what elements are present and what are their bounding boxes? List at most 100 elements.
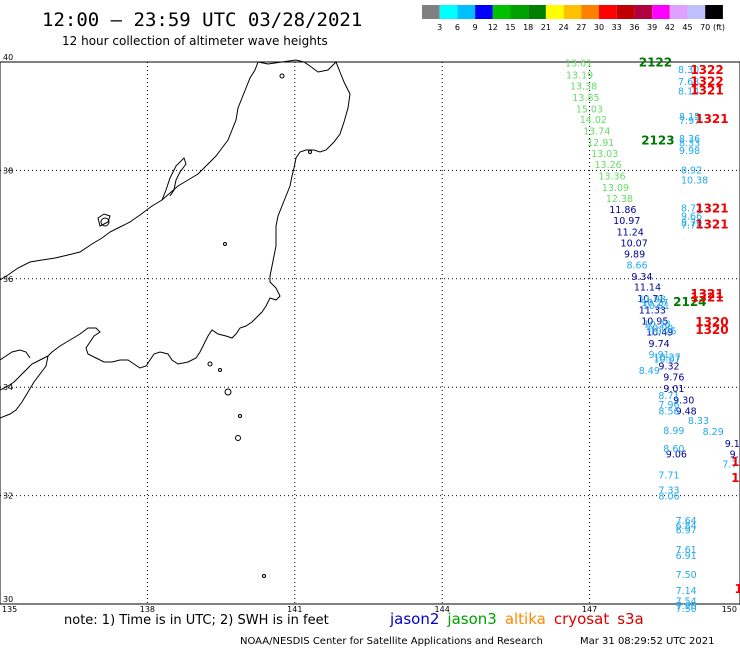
wave-height-label: 9.01 xyxy=(663,384,684,395)
wave-height-label: 13.85 xyxy=(572,93,599,104)
wave-height-label: 7.14 xyxy=(676,586,697,597)
wave-height-label: 7.50 xyxy=(676,570,697,581)
wave-height-label: 13.03 xyxy=(591,149,618,160)
colorbar-swatch xyxy=(599,5,617,19)
island-d xyxy=(218,368,222,372)
lat-tick-label: 36 xyxy=(3,275,13,284)
wave-height-label: 8.92 xyxy=(681,166,702,177)
wave-height-label: 7.54 xyxy=(676,597,697,608)
wave-height-label: 10.97 xyxy=(613,216,640,227)
wave-height-label: 10.07 xyxy=(621,238,648,249)
noto-peninsula xyxy=(161,157,187,201)
pass-time-label: 1321 xyxy=(695,202,728,216)
wave-height-label: 7.71 xyxy=(658,470,679,481)
wave-height-label: 8.15 xyxy=(679,112,700,123)
wave-height-label: 10.09 xyxy=(646,323,673,334)
lon-tick-label: 135 xyxy=(2,605,17,614)
wave-height-label: 7.61 xyxy=(676,545,697,556)
colorbar-label: 18 xyxy=(523,23,533,32)
lon-tick-label: 150 xyxy=(722,605,737,614)
timestamp-text: Mar 31 08:29:52 UTC 2021 xyxy=(580,636,715,647)
wave-height-label: 7.33 xyxy=(658,485,679,496)
lon-tick-label: 147 xyxy=(582,605,597,614)
colorbar-swatch xyxy=(528,5,546,19)
pass-time-label: 1320 xyxy=(695,323,728,337)
colorbar-label: 27 xyxy=(576,23,586,32)
wave-height-label: 8.33 xyxy=(679,139,700,150)
pass-time-label: 1322 xyxy=(690,63,723,77)
pass-time-label: 2123 xyxy=(641,133,674,147)
wave-height-label: 6.84 xyxy=(676,521,697,532)
wave-height-label: 8.72 xyxy=(681,204,702,215)
wave-height-label: 15.03 xyxy=(576,104,603,115)
wave-height-label: 8.60 xyxy=(663,444,684,455)
track-lightblue-east: 8.307.688.148.157.978.368.339.988.9210.3… xyxy=(658,65,737,615)
colorbar-swatch xyxy=(492,5,511,19)
lon-tick-label: 138 xyxy=(140,605,155,614)
wave-height-label: 7.78 xyxy=(681,220,702,231)
island-g xyxy=(262,574,266,578)
island-a xyxy=(279,73,285,79)
colorbar-swatch xyxy=(563,5,582,19)
wave-height-label: 13.61 xyxy=(565,58,592,69)
colorbar-swatch xyxy=(457,5,476,19)
wave-height-label: 6.91 xyxy=(676,551,697,562)
wave-height-label: 9.30 xyxy=(673,395,694,406)
wave-height-label: 9.66 xyxy=(681,212,702,223)
island-f xyxy=(235,435,241,441)
wave-height-label: 9.48 xyxy=(676,406,697,417)
lon-tick-label: 144 xyxy=(435,605,450,614)
wave-height-label: 8.99 xyxy=(663,426,684,437)
colorbar-label: 9 xyxy=(473,23,478,32)
colorbar-label: 70 xyxy=(700,23,710,32)
colorbar-label: 36 xyxy=(629,23,639,32)
wave-height-tracks: 13.6113.1913.3813.8515.0314.0213.7412.91… xyxy=(565,58,740,615)
satellite-jason3: jason3 xyxy=(446,610,496,628)
pass-time-label: 132 xyxy=(731,471,740,485)
coastline xyxy=(0,59,351,578)
wave-height-label: 12.91 xyxy=(587,138,614,149)
axis-labels: 135 138 141 144 147 150 30 32 34 36 38 40 xyxy=(2,53,737,614)
wave-height-label: 12.38 xyxy=(606,194,633,205)
island-sado xyxy=(100,217,110,227)
colorbar-label: 15 xyxy=(505,23,515,32)
pass-time-labels: 2122212321241322132213211321132113211321… xyxy=(639,55,740,596)
wave-height-label: 7.68 xyxy=(678,77,699,88)
wave-height-label: 7.90 xyxy=(676,601,697,612)
wave-height-label: 8.66 xyxy=(626,261,647,272)
colorbar-label: 45 xyxy=(682,23,692,32)
colorbar-units: (ft) xyxy=(713,23,725,32)
lat-tick-label: 40 xyxy=(3,53,13,62)
wave-height-label: 9.34 xyxy=(631,272,652,283)
colorbar-swatch xyxy=(669,5,688,19)
island-c xyxy=(207,361,213,367)
island-oki xyxy=(97,213,111,227)
satellite-jason2: jason2 xyxy=(389,610,439,628)
wave-height-label: 9.89 xyxy=(624,250,645,261)
wave-height-label: 10.38 xyxy=(681,175,708,186)
honshu-west-coast xyxy=(0,61,259,281)
wave-height-label: 7.50 xyxy=(676,604,697,615)
shikoku-coast xyxy=(0,349,31,361)
wave-height-label: 11.14 xyxy=(634,283,661,294)
wave-height-label: 9.12 xyxy=(725,439,740,450)
pass-time-label: 1321 xyxy=(690,291,723,305)
wave-height-label: 8.56 xyxy=(658,406,679,417)
wave-height-label: 8.06 xyxy=(658,491,679,502)
lat-tick-label: 30 xyxy=(3,595,13,604)
page-title: 12:00 – 23:59 UTC 03/28/2021 xyxy=(42,9,362,31)
colorbar-label: 33 xyxy=(612,23,622,32)
wave-height-label: 8.49 xyxy=(639,366,660,377)
wave-height-label: 7.97 xyxy=(679,116,700,127)
island-h xyxy=(308,150,312,154)
wave-height-label: 9.74 xyxy=(649,339,670,350)
track-green: 13.6113.1913.3813.8515.0314.0213.7412.91… xyxy=(565,58,633,205)
page-subtitle: 12 hour collection of altimeter wave hei… xyxy=(62,34,328,48)
colorbar-label: 6 xyxy=(455,23,460,32)
wave-height-label: 9.98 xyxy=(679,146,700,157)
colorbar-swatch xyxy=(545,5,564,19)
wave-height-label: 8.33 xyxy=(688,416,709,427)
